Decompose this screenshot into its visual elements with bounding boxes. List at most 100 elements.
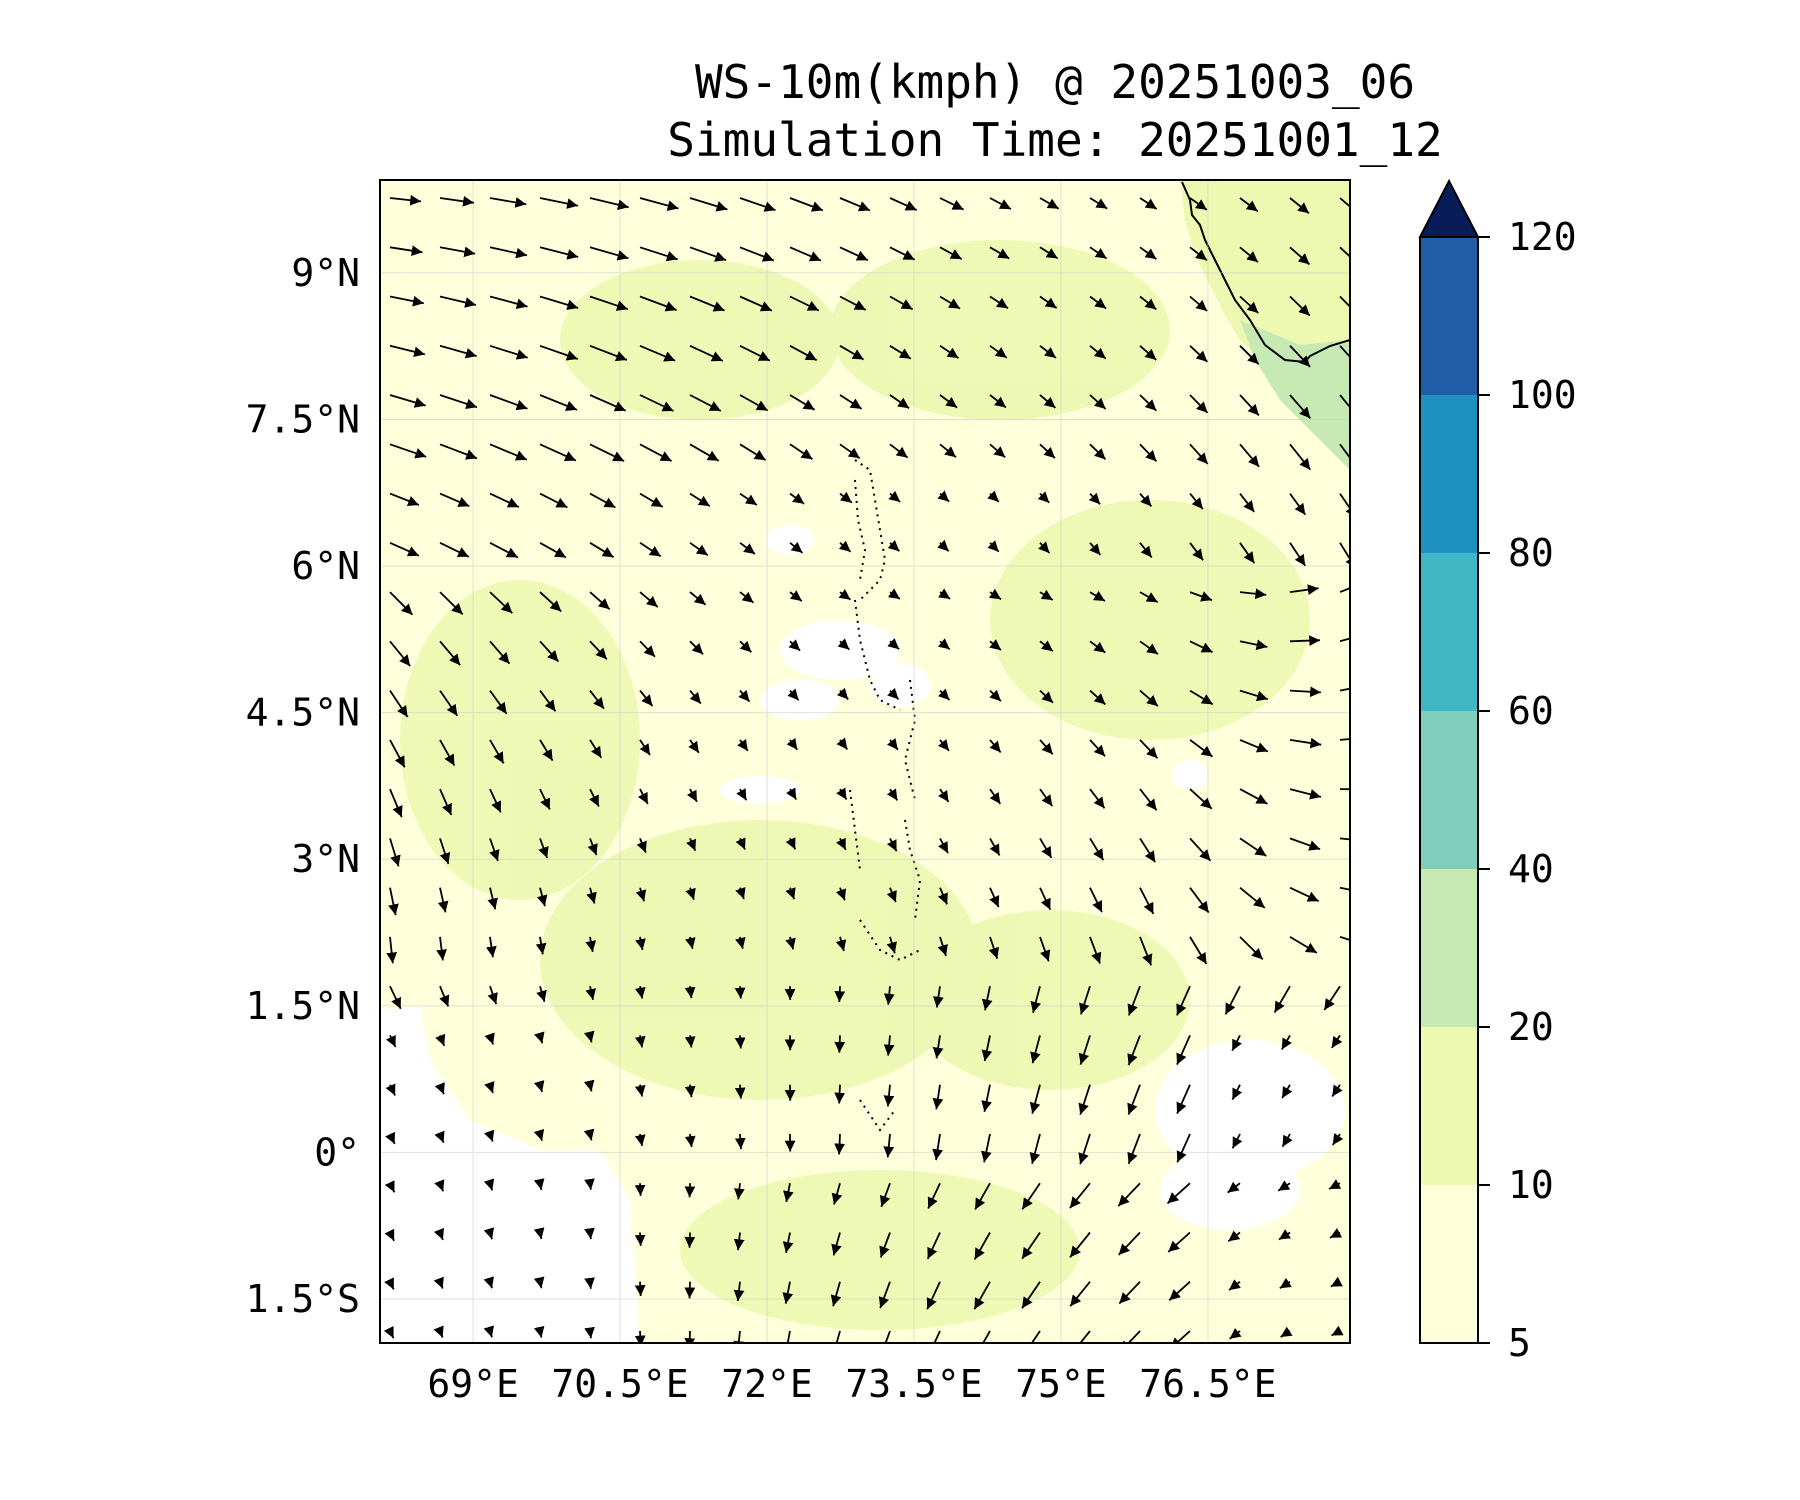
wind-arrow: [1089, 443, 1107, 461]
wind-arrow: [589, 640, 608, 660]
wind-arrow: [1281, 1034, 1292, 1050]
wind-arrow: [484, 1081, 495, 1094]
simulation-time-subtitle: Simulation Time: 20251001_12: [667, 113, 1443, 167]
wind-arrow: [733, 1281, 745, 1302]
wind-arrow: [1239, 936, 1264, 961]
wind-arrow: [1039, 739, 1054, 755]
wind-arrow: [589, 591, 611, 610]
wind-arrow: [734, 1183, 745, 1200]
wind-arrow: [1089, 295, 1107, 310]
wind-arrow: [1139, 197, 1158, 210]
wind-arrow: [889, 295, 914, 311]
wind-arrow: [739, 394, 769, 412]
wind-arrow: [389, 591, 414, 616]
wind-arrow: [389, 245, 423, 256]
wind-arrow: [1273, 985, 1291, 1013]
wind-arrow: [789, 492, 805, 505]
wind-arrow: [1039, 887, 1052, 911]
wind-arrow: [1118, 1281, 1141, 1305]
wind-arrow: [835, 936, 847, 952]
wind-arrow: [439, 443, 478, 460]
wind-arrow: [839, 443, 861, 460]
wind-arrow: [839, 394, 863, 410]
wind-arrow: [539, 640, 560, 663]
wind-arrow: [839, 246, 869, 262]
wind-arrow: [939, 197, 964, 211]
wind-arrow: [1139, 542, 1153, 558]
wind-arrow: [686, 788, 698, 803]
wind-arrow: [886, 887, 897, 903]
wind-arrow: [886, 936, 897, 954]
wind-arrow: [1189, 739, 1214, 758]
wind-arrow: [1289, 886, 1320, 903]
wind-arrow: [739, 492, 758, 506]
wind-arrow: [989, 295, 1009, 309]
wind-arrow: [887, 638, 900, 650]
wind-arrow: [1139, 443, 1158, 463]
wind-arrow: [1227, 1230, 1241, 1243]
colorbar-segment: [1420, 711, 1478, 869]
wind-arrow: [989, 197, 1012, 210]
wind-arrow: [385, 1034, 397, 1048]
wind-arrow: [1239, 689, 1269, 702]
wind-arrow: [735, 936, 746, 949]
wind-arrow: [1037, 491, 1050, 504]
wind-arrow: [937, 638, 951, 650]
wind-arrow: [1189, 640, 1213, 654]
wind-arrow: [1189, 837, 1212, 862]
wind-arrow: [389, 492, 420, 507]
wind-arrow: [386, 936, 398, 964]
lon-tick-label: 75°E: [1015, 1362, 1107, 1406]
wind-arrow: [389, 443, 427, 459]
wind-arrow: [533, 1325, 545, 1338]
wind-arrow: [539, 788, 551, 810]
wind-arrow: [1069, 1231, 1091, 1258]
wind-arrow: [589, 394, 627, 412]
wind-arrow: [1039, 589, 1054, 601]
wind-arrow: [1078, 1035, 1091, 1065]
wind-arrow: [1228, 1279, 1241, 1291]
wind-arrow: [489, 295, 528, 310]
wind-arrow: [782, 1281, 794, 1304]
wind-arrow: [489, 492, 520, 508]
wind-arrow: [1039, 246, 1059, 260]
wind-arrow: [1089, 887, 1103, 913]
wind-arrow: [689, 344, 724, 362]
wind-arrow: [1029, 1133, 1041, 1165]
wind-arrow: [389, 194, 422, 206]
wind-arrow: [1339, 295, 1350, 319]
wind-arrow: [483, 1276, 494, 1289]
wind-arrow: [1189, 689, 1214, 706]
wind-arrow: [433, 1276, 444, 1289]
wind-arrow: [786, 737, 799, 751]
wind-arrow: [439, 246, 476, 258]
lon-tick-label: 73.5°E: [845, 1362, 982, 1406]
wind-arrow: [937, 490, 950, 503]
wind-arrow: [734, 986, 746, 999]
colorbar-tick-label: 5: [1508, 1321, 1531, 1365]
wind-arrow: [487, 887, 498, 910]
wind-arrow: [1117, 1182, 1141, 1207]
wind-arrow: [634, 1133, 646, 1147]
wind-arrow: [634, 1084, 646, 1097]
wind-arrow: [989, 689, 1002, 702]
wind-arrow: [584, 1178, 595, 1190]
wind-arrow: [489, 197, 527, 208]
wind-arrow: [483, 1325, 494, 1338]
wind-arrow: [1039, 936, 1051, 962]
wind-arrow: [1089, 788, 1106, 809]
wind-arrow: [1289, 443, 1312, 471]
wind-arrow: [433, 1325, 444, 1338]
wind-arrow: [887, 687, 900, 701]
wind-arrow: [1331, 1034, 1343, 1049]
colorbar-segment: [1420, 1185, 1478, 1343]
colorbar-frame: [1419, 236, 1479, 1344]
wind-arrow: [739, 295, 773, 312]
colorbar-segment: [1420, 869, 1478, 1027]
wind-arrow: [889, 246, 916, 261]
wind-arrow: [1339, 687, 1350, 692]
wind-arrow: [831, 1182, 843, 1205]
wind-arrow: [639, 591, 659, 608]
wind-arrow: [933, 1330, 941, 1343]
wind-arrow: [839, 345, 865, 361]
